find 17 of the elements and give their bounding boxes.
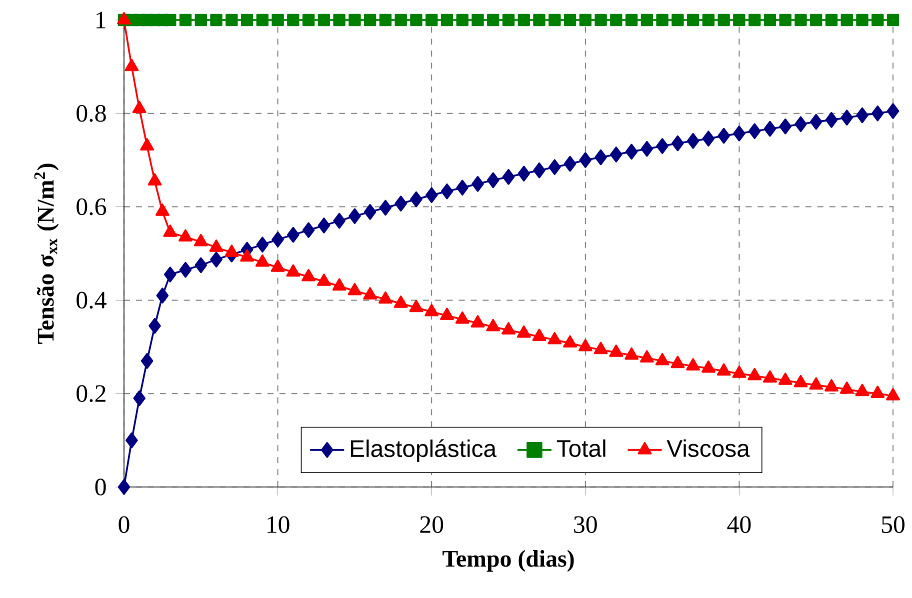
x-tick-label: 10: [268, 516, 290, 534]
legend-label: Total: [556, 439, 606, 457]
x-tick-label: 20: [420, 516, 444, 534]
y-tick-label: 0.4: [76, 292, 106, 309]
x-tick-label: 30: [574, 516, 597, 534]
x-axis-title: Tempo (dias): [442, 550, 574, 572]
x-tick-label: 0: [118, 516, 130, 534]
y-tick-label: 0.8: [76, 104, 106, 122]
y-tick-label: 0: [95, 478, 106, 496]
x-tick-label: 50: [882, 516, 905, 534]
legend-label: Elastoplástica: [351, 439, 497, 462]
y-tick-label: 0.2: [76, 385, 106, 402]
x-tick-label: 40: [727, 516, 751, 534]
y-tick-label: 0.6: [76, 198, 106, 216]
text: Tensão σ$_{xx}$ (N/m$^{2}$): [34, 164, 59, 344]
y-tick-label: 1: [96, 12, 106, 28]
legend-label: Viscosa: [666, 439, 750, 457]
